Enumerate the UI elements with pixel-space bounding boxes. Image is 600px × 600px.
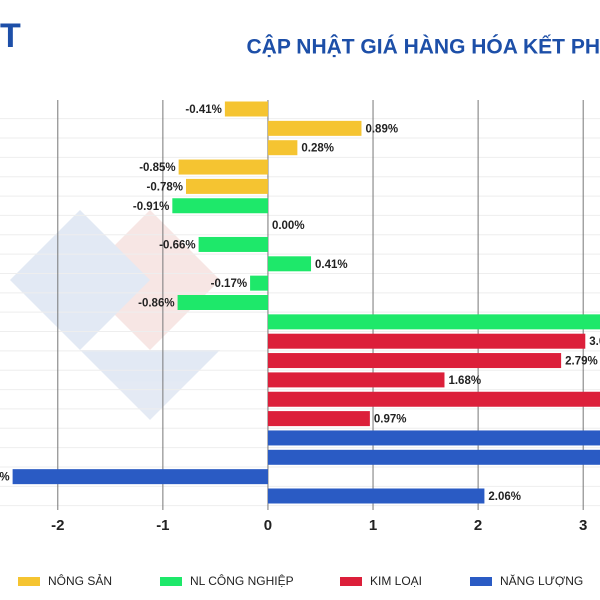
value-label: -0.78%	[147, 181, 183, 193]
logo: T	[0, 17, 21, 55]
bar	[267, 333, 586, 349]
bar	[267, 140, 298, 156]
bar	[267, 353, 562, 369]
value-label: 2.06%	[488, 491, 521, 503]
x-tick-label: 1	[369, 517, 377, 534]
chart-title: CẬP NHẬT GIÁ HÀNG HÓA KẾT PH	[246, 35, 600, 59]
bar	[12, 469, 268, 485]
bar	[267, 120, 362, 136]
bar	[267, 411, 370, 427]
bar	[267, 256, 312, 272]
bar	[185, 178, 268, 194]
x-tick-label: -1	[156, 517, 169, 534]
legend-swatch	[160, 577, 182, 586]
value-label: 0.28%	[301, 143, 334, 155]
x-tick-label: -2	[51, 517, 64, 534]
legend-label: NL CÔNG NGHIỆP	[190, 573, 294, 588]
bar	[198, 236, 268, 252]
legend-swatch	[340, 577, 362, 586]
bar	[177, 295, 268, 310]
value-label: 3.02%	[589, 336, 600, 348]
bar	[267, 391, 600, 407]
bar	[267, 488, 485, 504]
watermark	[10, 210, 220, 420]
value-label: 1.68%	[448, 375, 481, 387]
bar	[267, 372, 445, 388]
legend-swatch	[470, 577, 492, 586]
bar	[267, 314, 600, 330]
value-label: -2.43%	[0, 472, 10, 484]
bar	[250, 275, 268, 291]
value-label: 0.00%	[272, 220, 305, 232]
bar	[267, 449, 600, 465]
bar	[178, 159, 268, 175]
value-label: -0.86%	[138, 298, 174, 310]
value-label: 2.79%	[565, 356, 598, 368]
value-label: -0.17%	[211, 278, 247, 290]
value-label: 0.41%	[315, 259, 348, 271]
legend-label: NÔNG SẢN	[48, 573, 112, 588]
legend-swatch	[18, 577, 40, 586]
value-label: 0.89%	[365, 123, 398, 135]
x-tick-label: 0	[264, 517, 272, 534]
bar	[267, 430, 600, 446]
value-label: -0.41%	[185, 104, 221, 116]
legend-label: KIM LOẠI	[370, 574, 422, 588]
x-tick-label: 3	[579, 517, 587, 534]
bar	[224, 101, 268, 117]
x-tick-label: 2	[474, 517, 482, 534]
bar	[172, 198, 268, 214]
value-label: 0.97%	[374, 414, 407, 426]
value-label: -0.91%	[133, 201, 169, 213]
value-label: -0.66%	[159, 239, 195, 251]
value-label: -0.85%	[139, 162, 175, 174]
legend-label: NĂNG LƯỢNG	[500, 573, 583, 588]
